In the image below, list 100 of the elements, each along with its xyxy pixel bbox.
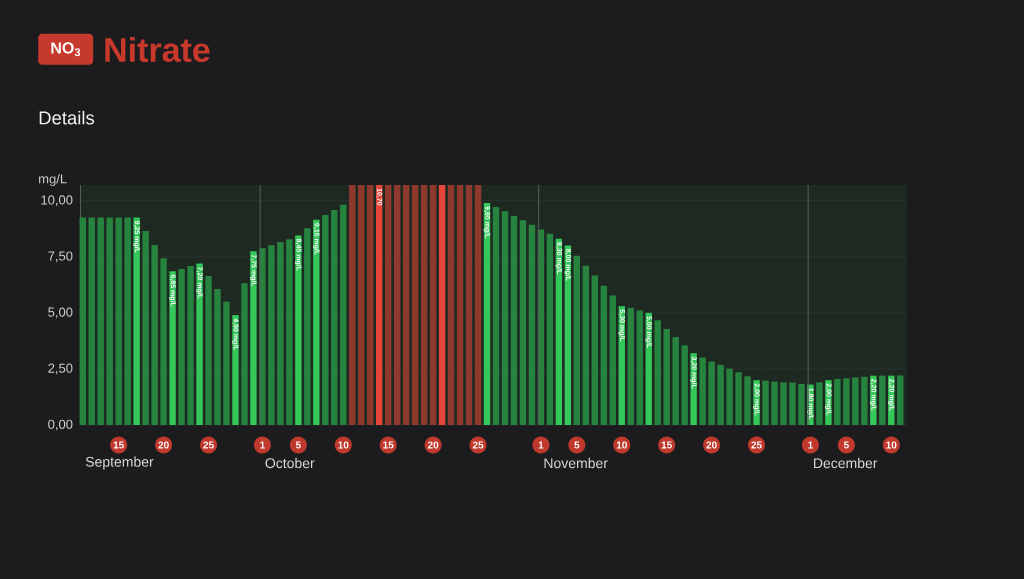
bar	[322, 215, 329, 425]
bar	[780, 382, 787, 425]
bar	[681, 345, 688, 425]
bar	[879, 375, 886, 425]
bar	[447, 185, 455, 425]
y-tick-label: 7,50	[48, 251, 73, 263]
bar	[771, 381, 778, 425]
chart-subtitle: Details	[39, 110, 95, 125]
bar	[142, 230, 149, 425]
bar	[438, 185, 446, 425]
x-tick-label: 20	[427, 441, 439, 449]
bar	[160, 258, 167, 425]
bar	[465, 185, 473, 425]
chart-title: Nitrate	[105, 37, 210, 63]
bar	[519, 220, 527, 425]
bar	[699, 357, 706, 425]
bar	[376, 185, 383, 425]
bar	[187, 265, 194, 425]
bar	[861, 376, 868, 425]
bar	[672, 337, 679, 425]
x-tick-label: 10	[338, 441, 349, 449]
text: September	[85, 456, 154, 470]
bar	[636, 310, 643, 425]
bar	[393, 185, 401, 425]
bar	[331, 209, 338, 425]
bar	[277, 241, 284, 425]
x-tick-label: 20	[158, 441, 169, 449]
bar	[402, 185, 410, 425]
bar	[196, 263, 203, 425]
bar	[546, 233, 554, 425]
bar	[340, 204, 347, 425]
bar	[411, 185, 419, 425]
bar	[591, 275, 599, 425]
x-tick-label: 10	[616, 441, 627, 449]
bar	[420, 185, 428, 425]
bar	[205, 276, 212, 425]
x-tick-label: 15	[113, 441, 124, 449]
bar	[151, 245, 158, 425]
bar	[250, 251, 257, 425]
bar	[654, 320, 661, 425]
bar	[897, 375, 904, 425]
bar	[456, 185, 464, 425]
bar	[232, 315, 239, 425]
bar	[627, 307, 634, 425]
bar	[870, 375, 877, 425]
bar	[573, 255, 581, 425]
bar	[178, 269, 185, 425]
bar	[582, 265, 590, 425]
y-axis-title: mg/L	[39, 173, 67, 187]
bar	[663, 329, 670, 425]
x-tick-label: 10	[886, 441, 897, 449]
bar	[825, 380, 832, 425]
x-tick-label: 5	[295, 441, 301, 449]
bar	[609, 295, 616, 425]
y-tick-label: 10,00	[41, 195, 73, 207]
bar	[295, 235, 302, 425]
x-tick-label: 1	[808, 441, 813, 449]
bar	[358, 185, 365, 425]
x-tick-label: 25	[472, 441, 484, 449]
bar	[133, 217, 140, 425]
x-tick-label: 15	[661, 441, 672, 449]
bar	[349, 185, 356, 425]
bar	[313, 219, 320, 425]
bar	[501, 211, 509, 425]
bar	[492, 206, 500, 425]
y-tick-label: 0,00	[48, 419, 73, 431]
ref-line-label: December	[814, 457, 878, 469]
bar	[798, 383, 805, 425]
bar	[286, 239, 293, 425]
x-tick-label: 25	[751, 441, 762, 449]
x-tick-label: 5	[574, 441, 580, 449]
ref-line-label: October	[265, 457, 315, 469]
bar	[717, 364, 724, 425]
bar	[385, 185, 392, 425]
bar	[79, 217, 86, 425]
bar	[510, 215, 518, 425]
x-tick-label: 15	[383, 441, 394, 449]
bar	[834, 379, 841, 425]
bar	[106, 217, 113, 425]
bar	[115, 217, 122, 425]
bar	[852, 377, 859, 425]
x-tick-label: 5	[843, 441, 849, 449]
bar	[789, 382, 796, 425]
bar	[268, 245, 275, 425]
bar	[88, 217, 95, 425]
bar	[753, 380, 760, 425]
bar	[304, 228, 311, 425]
bar	[124, 217, 131, 425]
bar	[744, 376, 751, 425]
x-tick-label: 1	[260, 441, 265, 449]
bar	[726, 368, 733, 425]
y-tick-label: 5,00	[48, 307, 73, 319]
x-tick-label: 25	[203, 441, 214, 449]
x-tick-label: 20	[706, 441, 717, 449]
ref-line-label: November	[544, 457, 608, 469]
bar	[600, 285, 607, 425]
bar	[169, 271, 176, 425]
bar	[97, 217, 104, 425]
y-tick-label: 2,50	[48, 363, 73, 375]
bar	[708, 361, 715, 425]
